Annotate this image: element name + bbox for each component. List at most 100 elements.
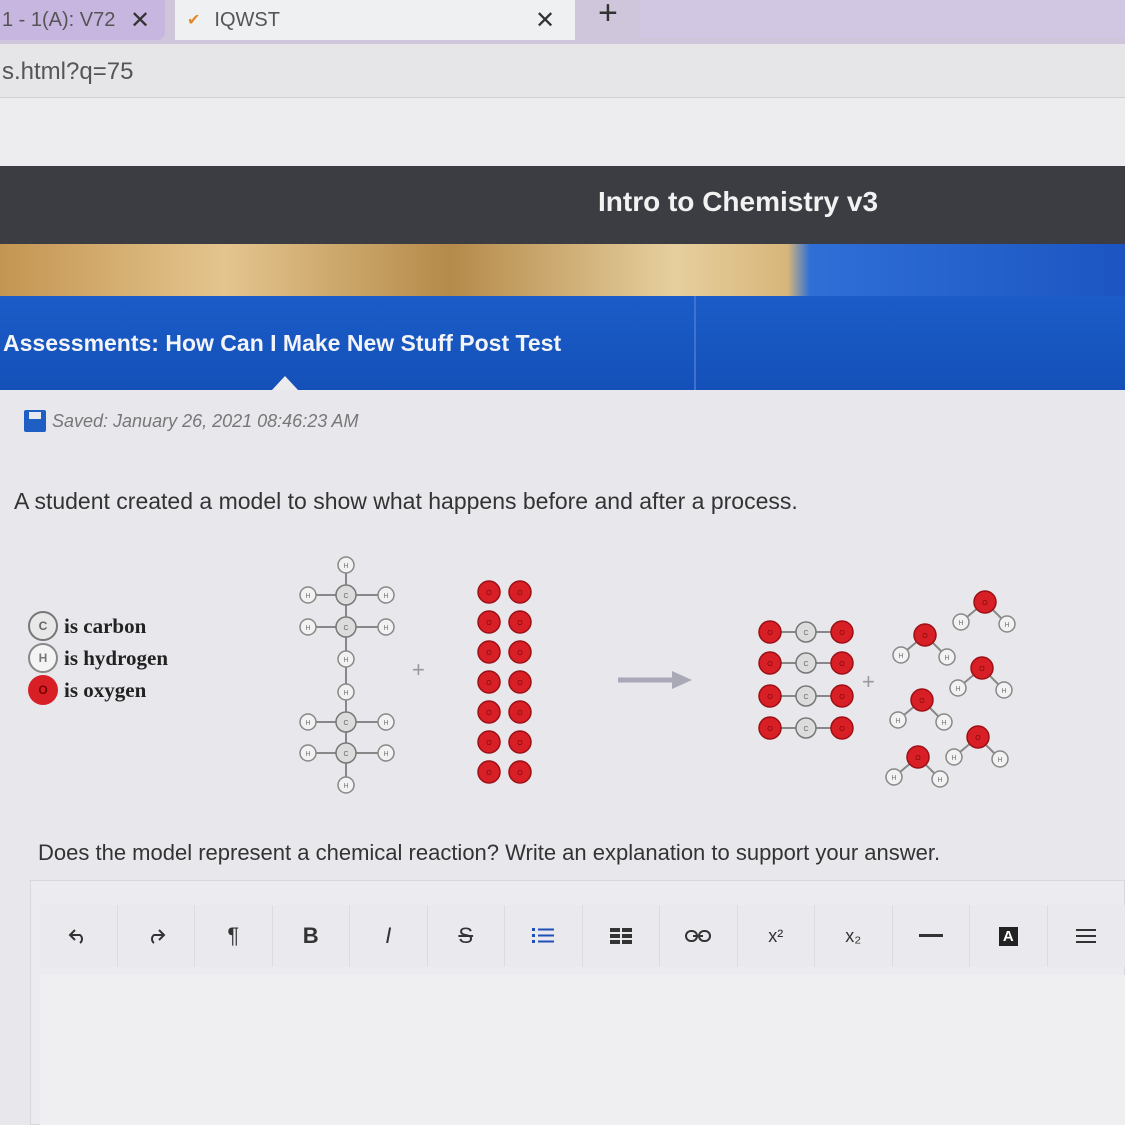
oxygen-atom: O <box>508 580 532 604</box>
oxygen-atom: O <box>970 656 994 680</box>
superscript-button[interactable]: x² <box>737 905 815 967</box>
oxygen-atom: O <box>830 684 854 708</box>
svg-text:H: H <box>343 657 348 664</box>
bold-button[interactable]: B <box>272 905 350 967</box>
tab-title: IQWST <box>214 8 280 31</box>
legend-item-hydrogen: H is hydrogen <box>28 642 168 674</box>
link-icon[interactable] <box>660 905 738 967</box>
oxygen-atom: O <box>508 700 532 724</box>
assessment-header-bar <box>0 296 1125 390</box>
svg-text:C: C <box>343 593 348 600</box>
svg-text:H: H <box>958 620 963 627</box>
answer-text-area[interactable] <box>40 975 1125 1125</box>
hydrogen-atom: H <box>299 618 317 636</box>
strikethrough-icon[interactable]: S <box>427 905 505 967</box>
svg-text:O: O <box>922 633 928 640</box>
svg-text:H: H <box>895 718 900 725</box>
align-icon[interactable] <box>1047 905 1125 967</box>
oxygen-atom: O <box>830 620 854 644</box>
undo-icon[interactable] <box>40 905 118 967</box>
svg-text:H: H <box>941 720 946 727</box>
table-icon[interactable] <box>582 905 660 967</box>
oxygen-atom: O <box>758 651 782 675</box>
close-tab-icon[interactable]: ✕ <box>130 6 151 34</box>
oxygen-atom: O <box>477 760 501 784</box>
svg-text:O: O <box>767 726 773 733</box>
text-color-button[interactable]: A <box>970 905 1048 967</box>
svg-text:O: O <box>486 770 492 777</box>
italic-button[interactable]: I <box>350 905 428 967</box>
svg-text:H: H <box>937 777 942 784</box>
browser-tab-active[interactable]: 1 - 1(A): V72 ✕ <box>0 0 165 40</box>
saved-status: Saved: January 26, 2021 08:46:23 AM <box>24 410 359 432</box>
svg-text:O: O <box>517 650 523 657</box>
close-tab-icon[interactable]: ✕ <box>535 6 556 34</box>
carbon-atom: C <box>335 742 357 764</box>
hydrogen-atom: H <box>945 748 963 766</box>
svg-text:O: O <box>979 666 985 673</box>
hydrogen-atom: H <box>889 711 907 729</box>
reaction-arrow-icon <box>618 671 692 689</box>
hydrogen-atom: H <box>299 713 317 731</box>
svg-text:H: H <box>305 751 310 758</box>
course-title: Intro to Chemistry v3 <box>598 186 879 217</box>
hydrogen-atom: H <box>949 679 967 697</box>
svg-text:O: O <box>486 620 492 627</box>
bulleted-list-icon[interactable] <box>505 905 583 967</box>
oxygen-atom: O <box>477 580 501 604</box>
browser-tab-iqwst[interactable]: ✔ IQWST ✕ <box>175 0 575 40</box>
hydrogen-atom: H <box>377 713 395 731</box>
text-color-label: A <box>998 926 1018 946</box>
redo-icon[interactable] <box>117 905 195 967</box>
saved-text: Saved: January 26, 2021 08:46:23 AM <box>52 410 359 431</box>
carbon-atom-icon: C <box>28 611 58 641</box>
hydrogen-atom: H <box>998 615 1016 633</box>
oxygen-atom: O <box>508 610 532 634</box>
hydrogen-atom: H <box>377 586 395 604</box>
tab-title: 1 - 1(A): V72 <box>2 8 116 31</box>
subscript-button[interactable]: x₂ <box>815 905 893 967</box>
hydrogen-atom: H <box>931 770 949 788</box>
horizontal-rule-icon[interactable] <box>892 905 970 967</box>
hydrogen-atom: H <box>991 750 1009 768</box>
legend-item-oxygen: O is oxygen <box>28 674 168 706</box>
address-bar[interactable]: s.html?q=75 <box>0 44 1125 98</box>
carbon-atom: C <box>795 717 817 739</box>
svg-text:H: H <box>1001 688 1006 695</box>
header-divider <box>694 296 696 390</box>
svg-text:H: H <box>955 686 960 693</box>
svg-text:H: H <box>898 653 903 660</box>
svg-text:O: O <box>517 590 523 597</box>
svg-text:C: C <box>803 630 808 637</box>
legend-label: is carbon <box>64 613 147 638</box>
oxygen-atom: O <box>477 670 501 694</box>
carbon-atom: C <box>335 616 357 638</box>
svg-text:C: C <box>343 751 348 758</box>
svg-text:H: H <box>343 563 348 570</box>
hydrogen-atom: H <box>299 744 317 762</box>
legend-label: is hydrogen <box>64 645 169 670</box>
oxygen-atom: O <box>508 760 532 784</box>
oxygen-atom: O <box>477 730 501 754</box>
svg-text:O: O <box>982 600 988 607</box>
oxygen-atom: O <box>758 716 782 740</box>
url-text[interactable]: s.html?q=75 <box>2 58 134 85</box>
paragraph-icon[interactable]: ¶ <box>195 905 273 967</box>
svg-text:H: H <box>305 625 310 632</box>
svg-text:H: H <box>951 755 956 762</box>
svg-text:O: O <box>767 694 773 701</box>
reaction-model-diagram: + + H H C H H C H H C H H C H H H H O O O O O O O O O O O O O O O C O O C O… <box>299 556 1016 794</box>
svg-text:O: O <box>517 770 523 777</box>
hydrogen-atom: H <box>938 648 956 666</box>
oxygen-atom: O <box>477 640 501 664</box>
new-tab-plus-icon[interactable]: + <box>598 0 618 32</box>
svg-text:O: O <box>839 630 845 637</box>
toolbar-gap <box>0 98 1125 166</box>
carbon-atom: C <box>795 621 817 643</box>
svg-text:H: H <box>997 757 1002 764</box>
oxygen-atom: O <box>508 670 532 694</box>
hydrogen-atom: H <box>885 768 903 786</box>
browser-tab-strip: 1 - 1(A): V72 ✕ ✔ IQWST ✕ + <box>0 0 1125 44</box>
plus-sign: + <box>412 657 425 682</box>
svg-text:C: C <box>803 694 808 701</box>
